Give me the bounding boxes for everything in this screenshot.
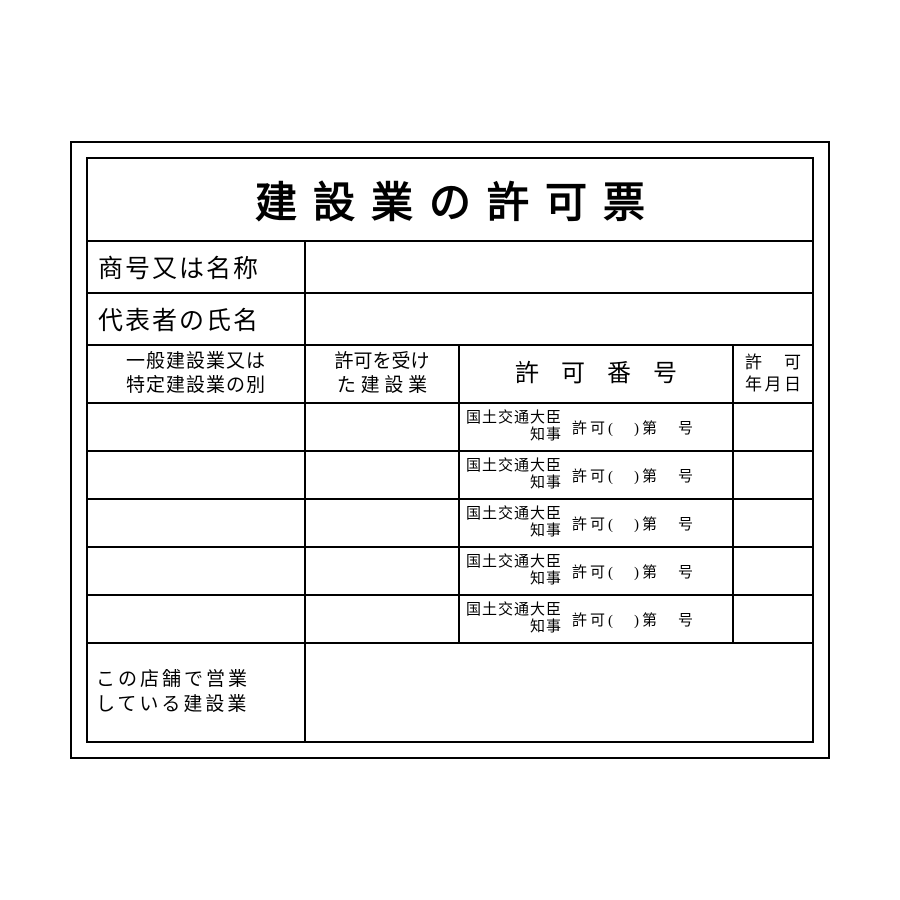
permit-number-text: 許可( )第 号 bbox=[572, 465, 696, 486]
title: 建設業の許可票 bbox=[88, 159, 812, 242]
value-company-name bbox=[306, 242, 812, 292]
cell-permit-number: 国土交通大臣 知事 許可( )第 号 bbox=[460, 404, 734, 450]
row-footer: この店舗で営業 している建設業 bbox=[88, 644, 812, 741]
label-footer: この店舗で営業 している建設業 bbox=[88, 644, 306, 741]
header-col3: 許可番号 bbox=[493, 359, 699, 389]
permit-number-text: 許可( )第 号 bbox=[572, 417, 696, 438]
header-col1: 一般建設業又は 特定建設業の別 bbox=[126, 350, 266, 398]
permit-row: 国土交通大臣 知事 許可( )第 号 bbox=[88, 452, 812, 500]
cell-type bbox=[88, 500, 306, 546]
cell-date bbox=[734, 500, 812, 546]
cell-date bbox=[734, 548, 812, 594]
permit-authority-1: 国土交通大臣 bbox=[466, 554, 562, 571]
label-representative: 代表者の氏名 bbox=[88, 294, 306, 344]
value-footer bbox=[306, 644, 812, 741]
permit-row: 国土交通大臣 知事 許可( )第 号 bbox=[88, 404, 812, 452]
permit-authority-2: 知事 bbox=[530, 427, 562, 444]
cell-industry bbox=[306, 404, 460, 450]
cell-industry bbox=[306, 500, 460, 546]
header-col2: 許可を受け た 建 設 業 bbox=[334, 350, 429, 398]
cell-industry bbox=[306, 452, 460, 498]
permit-authority-1: 国土交通大臣 bbox=[466, 602, 562, 619]
column-headers: 一般建設業又は 特定建設業の別 許可を受け た 建 設 業 許可番号 許 可 年… bbox=[88, 346, 812, 404]
permit-authority-1: 国土交通大臣 bbox=[466, 410, 562, 427]
label-company-name: 商号又は名称 bbox=[88, 242, 306, 292]
permit-authority-2: 知事 bbox=[530, 571, 562, 588]
cell-type bbox=[88, 548, 306, 594]
cell-permit-number: 国土交通大臣 知事 許可( )第 号 bbox=[460, 596, 734, 642]
permit-authority-1: 国土交通大臣 bbox=[466, 506, 562, 523]
cell-type bbox=[88, 404, 306, 450]
permit-row: 国土交通大臣 知事 許可( )第 号 bbox=[88, 548, 812, 596]
row-representative: 代表者の氏名 bbox=[88, 294, 812, 346]
permit-number-text: 許可( )第 号 bbox=[572, 513, 696, 534]
cell-permit-number: 国土交通大臣 知事 許可( )第 号 bbox=[460, 452, 734, 498]
cell-type bbox=[88, 452, 306, 498]
permit-authority-2: 知事 bbox=[530, 523, 562, 540]
cell-date bbox=[734, 404, 812, 450]
permit-number-text: 許可( )第 号 bbox=[572, 609, 696, 630]
cell-permit-number: 国土交通大臣 知事 許可( )第 号 bbox=[460, 500, 734, 546]
cell-industry bbox=[306, 596, 460, 642]
permit-number-text: 許可( )第 号 bbox=[572, 561, 696, 582]
inner-frame: 建設業の許可票 商号又は名称 代表者の氏名 一般建設業又は 特定建設業の別 許可… bbox=[86, 157, 814, 743]
cell-industry bbox=[306, 548, 460, 594]
value-representative bbox=[306, 294, 812, 344]
cell-permit-number: 国土交通大臣 知事 許可( )第 号 bbox=[460, 548, 734, 594]
cell-date bbox=[734, 452, 812, 498]
permit-authority-2: 知事 bbox=[530, 619, 562, 636]
cell-date bbox=[734, 596, 812, 642]
permit-row: 国土交通大臣 知事 許可( )第 号 bbox=[88, 596, 812, 644]
cell-type bbox=[88, 596, 306, 642]
permit-sign-plate: 建設業の許可票 商号又は名称 代表者の氏名 一般建設業又は 特定建設業の別 許可… bbox=[70, 141, 830, 759]
permit-authority-2: 知事 bbox=[530, 475, 562, 492]
permit-authority-1: 国土交通大臣 bbox=[466, 458, 562, 475]
permit-row: 国土交通大臣 知事 許可( )第 号 bbox=[88, 500, 812, 548]
row-company-name: 商号又は名称 bbox=[88, 242, 812, 294]
header-col4: 許 可 年月日 bbox=[745, 352, 801, 396]
